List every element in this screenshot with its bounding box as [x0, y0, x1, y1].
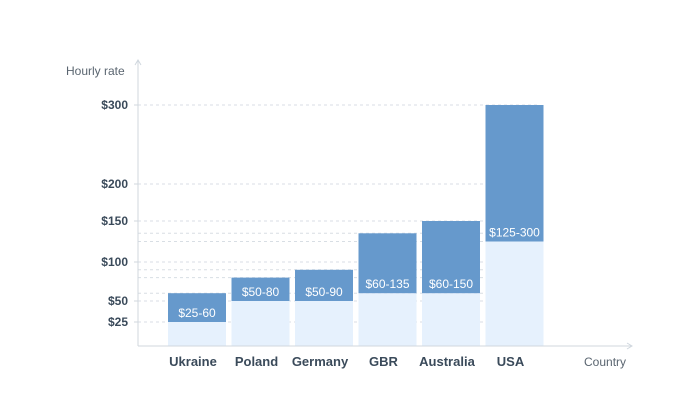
y-tick-label: $200	[101, 177, 128, 191]
y-tick-label: $150	[101, 214, 128, 228]
y-tick-label: $300	[101, 98, 128, 112]
bar-range	[422, 221, 480, 294]
y-tick-label: $100	[101, 255, 128, 269]
bar-range	[358, 233, 417, 294]
bar-base	[295, 301, 353, 346]
bar-range	[168, 293, 226, 322]
bar-base	[422, 293, 480, 346]
bar-base	[168, 322, 226, 346]
bar-data-label: $25-60	[178, 306, 216, 320]
y-tick-label: $25	[108, 315, 128, 329]
x-axis-title: Country	[584, 355, 626, 369]
x-category-label: Poland	[235, 354, 278, 369]
bar-data-label: $60-135	[365, 277, 409, 291]
x-category-label: USA	[497, 354, 525, 369]
bar-data-label: $60-150	[429, 277, 473, 291]
bar-base	[485, 241, 544, 346]
bar-range	[231, 277, 290, 301]
x-axis-arrow-icon	[626, 342, 633, 350]
y-tick-labels: $25 $50 $100 $150 $200 $300	[101, 98, 138, 329]
bar-base	[358, 293, 417, 346]
y-tick-label: $50	[108, 294, 128, 308]
bar-data-label: $125-300	[489, 226, 540, 240]
bar-data-label: $50-90	[305, 285, 343, 299]
x-category-labels: Ukraine Poland Germany GBR Australia USA	[169, 354, 525, 369]
y-axis-arrow-icon	[134, 59, 142, 66]
bar-data-label: $50-80	[242, 285, 280, 299]
x-category-label: GBR	[369, 354, 399, 369]
x-category-label: Australia	[419, 354, 475, 369]
bars: $25-60 $50-80 $50-90 $60-135 $60-150 $125-300	[168, 105, 544, 346]
y-axis-title: Hourly rate	[66, 64, 125, 78]
axes	[134, 59, 633, 350]
x-category-label: Ukraine	[169, 354, 217, 369]
bar-range	[485, 105, 544, 242]
bar-range	[295, 269, 353, 301]
x-category-label: Germany	[292, 354, 349, 369]
bar-base	[231, 301, 290, 346]
